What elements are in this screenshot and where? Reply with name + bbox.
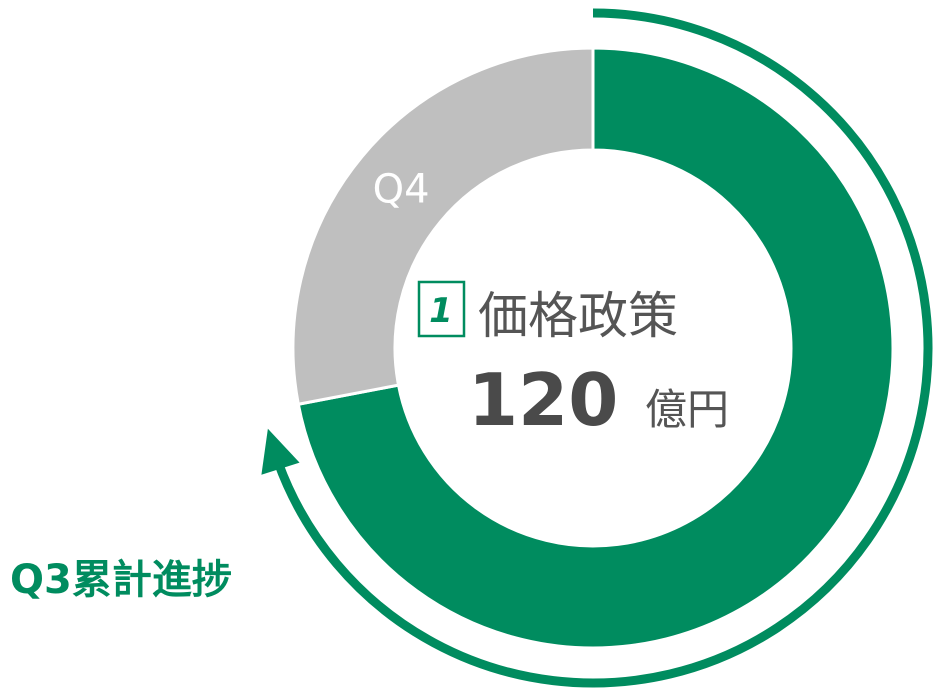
center-value: 120 <box>468 358 618 442</box>
badge-box <box>417 280 466 338</box>
arrow-head <box>261 428 300 475</box>
progress-arrow <box>273 8 933 688</box>
progress-label: Q3累計進捗 <box>10 557 232 603</box>
slice <box>291 46 595 406</box>
badge: 1 <box>429 291 453 331</box>
center-title: 価格政策 <box>478 287 678 345</box>
slice <box>296 46 895 650</box>
slice-label: Q4 <box>373 166 430 212</box>
center-unit: 億円 <box>645 385 729 434</box>
